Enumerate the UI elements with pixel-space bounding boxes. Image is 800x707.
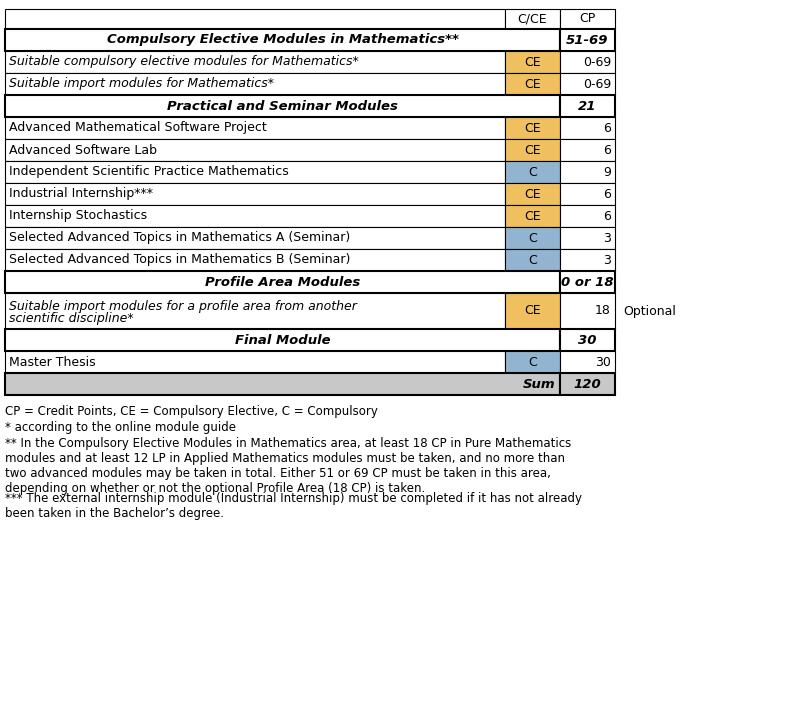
Text: CE: CE [524,305,541,317]
Bar [5,117,505,139]
Bar [5,271,560,293]
Bar [560,373,615,395]
Bar [5,205,505,227]
Text: Independent Scientific Practice Mathematics: Independent Scientific Practice Mathemat… [9,165,289,178]
Text: Advanced Mathematical Software Project: Advanced Mathematical Software Project [9,122,266,134]
Bar [5,51,505,73]
Bar [505,205,560,227]
Text: CE: CE [524,78,541,90]
Text: Advanced Software Lab: Advanced Software Lab [9,144,157,156]
Bar [560,249,615,271]
Text: *** The external internship module (Industrial Internship) must be completed if : *** The external internship module (Indu… [5,492,582,520]
Bar [560,351,615,373]
Text: 21: 21 [578,100,597,112]
Text: Practical and Seminar Modules: Practical and Seminar Modules [167,100,398,112]
Bar [560,183,615,205]
Bar [5,373,560,395]
Text: Suitable compulsory elective modules for Mathematics*: Suitable compulsory elective modules for… [9,56,358,69]
Bar [560,9,615,29]
Bar [5,227,505,249]
Bar [560,51,615,73]
Bar [5,183,505,205]
Text: CP: CP [579,13,596,25]
Text: 30: 30 [578,334,597,346]
Text: 120: 120 [574,378,602,390]
Text: 0-69: 0-69 [582,56,611,69]
Bar [505,9,560,29]
Text: 30: 30 [595,356,611,368]
Text: scientific discipline*: scientific discipline* [9,312,134,325]
Bar [5,139,505,161]
Bar [560,271,615,293]
Bar [505,183,560,205]
Text: Optional: Optional [623,305,676,317]
Bar [5,9,505,29]
Bar [505,51,560,73]
Bar [5,29,560,51]
Text: Final Module: Final Module [234,334,330,346]
Bar [560,139,615,161]
Text: C: C [528,254,537,267]
Text: Profile Area Modules: Profile Area Modules [205,276,360,288]
Text: CE: CE [524,122,541,134]
Bar [505,249,560,271]
Text: Master Thesis: Master Thesis [9,356,96,368]
Bar [560,73,615,95]
Text: Suitable import modules for Mathematics*: Suitable import modules for Mathematics* [9,78,274,90]
Text: 6: 6 [603,209,611,223]
Bar [560,293,615,329]
Bar [560,117,615,139]
Bar [505,293,560,329]
Text: Sum: Sum [522,378,555,390]
Bar [5,73,505,95]
Bar [560,29,615,51]
Text: C/CE: C/CE [518,13,547,25]
Text: 18: 18 [595,305,611,317]
Text: CE: CE [524,144,541,156]
Bar [5,293,505,329]
Text: 6: 6 [603,187,611,201]
Text: * according to the online module guide: * according to the online module guide [5,421,236,434]
Text: 51-69: 51-69 [566,33,609,47]
Bar [505,351,560,373]
Bar [505,117,560,139]
Text: 0 or 18: 0 or 18 [561,276,614,288]
Text: Internship Stochastics: Internship Stochastics [9,209,147,223]
Text: CE: CE [524,56,541,69]
Bar [5,351,505,373]
Text: CE: CE [524,209,541,223]
Bar [5,95,560,117]
Bar [560,205,615,227]
Text: Selected Advanced Topics in Mathematics A (Seminar): Selected Advanced Topics in Mathematics … [9,231,350,245]
Text: 6: 6 [603,122,611,134]
Text: CE: CE [524,187,541,201]
Bar [5,161,505,183]
Text: C: C [528,165,537,178]
Text: 9: 9 [603,165,611,178]
Text: 3: 3 [603,254,611,267]
Text: CP = Credit Points, CE = Compulsory Elective, C = Compulsory: CP = Credit Points, CE = Compulsory Elec… [5,405,378,418]
Text: ** In the Compulsory Elective Modules in Mathematics area, at least 18 CP in Pur: ** In the Compulsory Elective Modules in… [5,437,571,495]
Text: C: C [528,356,537,368]
Bar [505,227,560,249]
Text: Compulsory Elective Modules in Mathematics**: Compulsory Elective Modules in Mathemati… [106,33,458,47]
Text: 0-69: 0-69 [582,78,611,90]
Bar [560,161,615,183]
Bar [560,95,615,117]
Bar [505,73,560,95]
Text: 6: 6 [603,144,611,156]
Bar [560,227,615,249]
Bar [5,329,560,351]
Bar [5,249,505,271]
Text: 3: 3 [603,231,611,245]
Bar [505,139,560,161]
Text: C: C [528,231,537,245]
Bar [505,161,560,183]
Bar [560,329,615,351]
Text: Industrial Internship***: Industrial Internship*** [9,187,153,201]
Text: Selected Advanced Topics in Mathematics B (Seminar): Selected Advanced Topics in Mathematics … [9,254,350,267]
Text: Suitable import modules for a profile area from another: Suitable import modules for a profile ar… [9,300,357,313]
